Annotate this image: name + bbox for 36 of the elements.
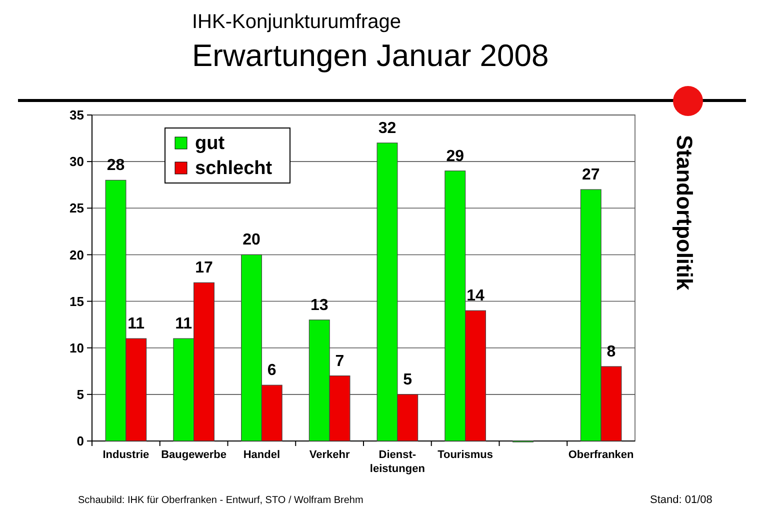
data-label: 32 xyxy=(378,120,396,137)
data-label: 27 xyxy=(582,166,600,184)
x-tick-label: Industrie xyxy=(102,449,150,461)
y-tick-label: 0 xyxy=(76,434,84,449)
data-label: 13 xyxy=(310,296,328,314)
data-label: 14 xyxy=(466,288,484,305)
x-tick-label: Baugewerbe xyxy=(161,449,227,461)
y-tick-label: 10 xyxy=(70,340,84,356)
data-label: 7 xyxy=(335,352,344,370)
data-label: 6 xyxy=(267,362,276,380)
y-tick-label: 15 xyxy=(70,294,84,309)
x-tick-label: Oberfranken xyxy=(568,449,634,461)
chart-subtitle: IHK-Konjunkturumfrage xyxy=(192,11,401,33)
legend-label: gut xyxy=(195,133,226,154)
text: Stand: 01/08 xyxy=(650,494,712,506)
data-label: 29 xyxy=(446,148,464,165)
data-label: 11 xyxy=(175,316,192,333)
x-tick-label: Dienst- leistungen xyxy=(370,449,426,475)
x-tick-label: Tourismus xyxy=(438,449,494,461)
text: Standortpolitik xyxy=(672,135,697,291)
data-label: 11 xyxy=(128,316,145,333)
data-label: 8 xyxy=(606,343,616,360)
data-label: 28 xyxy=(106,157,125,174)
data-label: 17 xyxy=(195,260,213,277)
y-tick-label: 35 xyxy=(70,108,84,123)
x-tick-label: Verkehr xyxy=(309,449,350,461)
x-tick-label: Handel xyxy=(243,449,280,461)
chart-title: Erwartungen Januar 2008 xyxy=(192,38,549,73)
y-tick-label: 20 xyxy=(70,247,84,262)
data-label: 5 xyxy=(403,371,412,388)
text: Schaubild: IHK für Oberfranken - Entwurf, STO / Wolfram Brehm xyxy=(78,495,364,506)
data-label: 20 xyxy=(242,232,261,249)
y-tick-label: 30 xyxy=(70,154,84,170)
y-tick-label: 25 xyxy=(70,200,84,216)
legend-label: schlecht xyxy=(195,158,273,179)
y-tick-label: 5 xyxy=(76,386,84,402)
